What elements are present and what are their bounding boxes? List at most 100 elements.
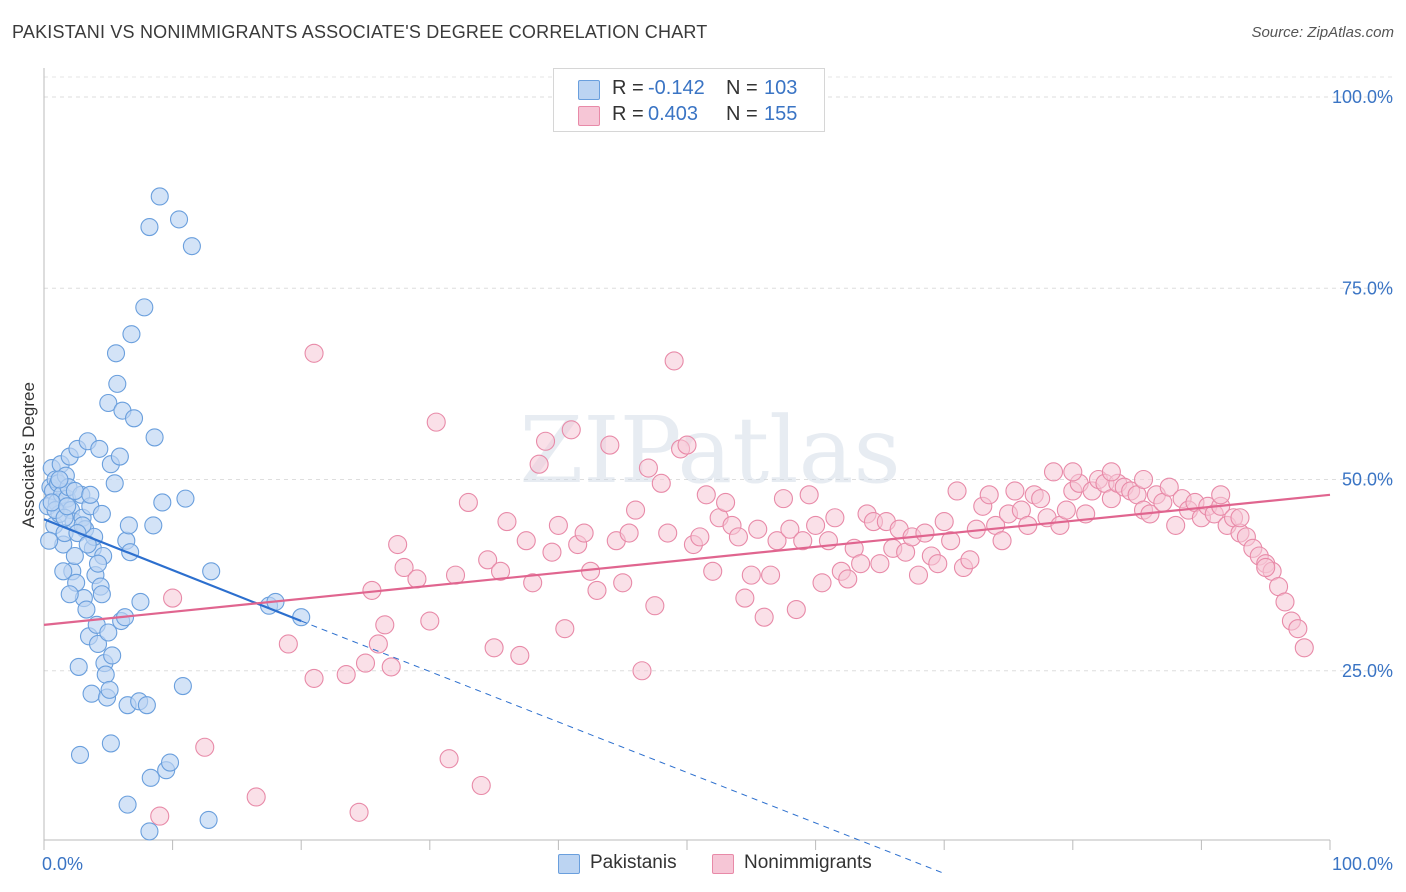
nonimmigrants-point xyxy=(471,775,491,796)
nonimmigrants-point xyxy=(1159,477,1179,497)
pakistanis-points xyxy=(38,187,311,841)
nonimmigrants-point xyxy=(497,512,517,532)
nonimmigrants-point xyxy=(664,351,684,371)
nonimmigrants-point xyxy=(542,542,562,562)
nonimmigrants-swatch xyxy=(578,106,600,126)
nonimmigrants-point xyxy=(439,749,459,769)
pakistanis-point xyxy=(182,237,201,256)
pakistanis-point xyxy=(90,439,109,458)
nonimmigrants-point xyxy=(1275,592,1295,612)
pakistanis-point xyxy=(77,600,96,619)
nonimmigrants-point xyxy=(716,492,736,513)
nonimmigrants-point xyxy=(355,653,376,673)
nonimmigrants-point xyxy=(812,573,832,593)
nonimmigrants-point xyxy=(420,611,440,631)
nonimmigrants-point xyxy=(613,573,633,593)
nonimmigrants-point xyxy=(786,599,806,620)
pakistanis-point xyxy=(176,489,195,508)
nonimmigrants-point xyxy=(941,531,961,551)
pakistanis-point xyxy=(81,485,100,504)
source-label: Source: ZipAtlas.com xyxy=(1251,24,1394,41)
pakistanis-point xyxy=(145,428,164,447)
pakistanis-point xyxy=(60,585,79,604)
pakistanis-legend-label: Pakistanis xyxy=(590,852,677,873)
pakistanis-point xyxy=(137,696,156,715)
nonimmigrants-point xyxy=(761,565,781,585)
pakistanis-point xyxy=(105,474,124,493)
pakistanis-point xyxy=(150,187,169,206)
pakistanis-point xyxy=(108,374,127,393)
pakistanis-point xyxy=(54,562,73,581)
nonimmigrants-point xyxy=(677,435,697,455)
pakistanis-point xyxy=(140,822,159,841)
nonimmigrants-point xyxy=(1043,462,1064,482)
nonimmigrants-point xyxy=(806,515,826,535)
pakistanis-point xyxy=(144,516,163,535)
pakistanis-point xyxy=(88,634,108,654)
pakistanis-point xyxy=(58,497,77,516)
x-tick-label: 100.0% xyxy=(1332,854,1393,874)
pakistanis-point xyxy=(141,768,160,787)
pakistanis-trend-extension xyxy=(301,620,945,874)
nonimmigrants-point xyxy=(490,561,511,581)
axes xyxy=(43,68,1331,850)
pakistanis-point xyxy=(135,298,154,317)
legend-n-value: 155 xyxy=(764,103,798,125)
legend-r-label: R = xyxy=(612,77,644,99)
pakistanis-point xyxy=(173,676,192,696)
nonimmigrants-point xyxy=(735,588,755,608)
pakistanis-point xyxy=(119,516,138,535)
nonimmigrants-point xyxy=(1288,619,1308,639)
nonimmigrants-point xyxy=(728,527,748,547)
pakistanis-point xyxy=(153,493,172,512)
x-tick-label: 0.0% xyxy=(42,854,83,874)
nonimmigrants-point xyxy=(375,615,395,635)
pakistanis-point xyxy=(82,684,101,703)
pakistanis-point xyxy=(99,393,118,413)
nonimmigrants-point xyxy=(1294,638,1314,658)
nonimmigrants-point xyxy=(458,492,478,513)
nonimmigrants-point xyxy=(696,485,716,505)
nonimmigrants-point xyxy=(799,485,819,505)
nonimmigrants-point xyxy=(600,435,620,455)
nonimmigrants-point xyxy=(516,531,536,551)
pakistanis-point xyxy=(92,585,111,604)
nonimmigrants-point xyxy=(992,531,1012,551)
legend-r-value: 0.403 xyxy=(648,103,699,125)
correlation-legend: R = -0.142 N = 103 R = 0.403 N = 155 xyxy=(553,68,825,132)
pakistanis-point xyxy=(131,592,150,611)
nonimmigrants-point xyxy=(445,565,466,585)
nonimmigrants-point xyxy=(651,473,671,493)
pakistanis-point xyxy=(70,745,90,764)
legend-n-label: N = xyxy=(726,103,758,125)
nonimmigrants-point xyxy=(793,531,813,551)
pakistanis-point xyxy=(122,325,141,344)
pakistanis-swatch xyxy=(578,80,600,100)
pakistanis-point xyxy=(40,531,59,550)
legend-r-value: -0.142 xyxy=(648,77,705,99)
nonimmigrants-point xyxy=(748,519,768,539)
nonimmigrants-point xyxy=(780,519,800,539)
legend-row-pakistanis: R = -0.142 N = 103 xyxy=(554,75,824,103)
nonimmigrants-point xyxy=(870,554,890,574)
nonimmigrants-point xyxy=(1133,469,1154,490)
legend-row-nonimmigrants: R = 0.403 N = 155 xyxy=(554,101,824,129)
nonimmigrants-point xyxy=(1166,515,1186,535)
trend-lines xyxy=(43,493,1331,874)
nonimmigrants-point xyxy=(523,573,543,593)
nonimmigrants-point xyxy=(645,596,665,616)
nonimmigrants-point xyxy=(484,638,504,658)
nonimmigrants-point xyxy=(1230,508,1250,528)
nonimmigrants-point xyxy=(407,569,427,589)
nonimmigrants-point xyxy=(947,481,967,501)
nonimmigrants-point xyxy=(529,454,549,474)
nonimmigrants-trend-line xyxy=(43,493,1331,626)
legend-n-label: N = xyxy=(726,77,758,99)
pakistanis-point xyxy=(110,447,129,466)
nonimmigrants-point xyxy=(1063,462,1083,482)
nonimmigrants-point xyxy=(388,534,408,555)
nonimmigrants-point xyxy=(960,550,980,570)
nonimmigrants-point xyxy=(510,645,530,666)
nonimmigrants-point xyxy=(349,802,369,822)
nonimmigrants-point xyxy=(658,523,678,543)
